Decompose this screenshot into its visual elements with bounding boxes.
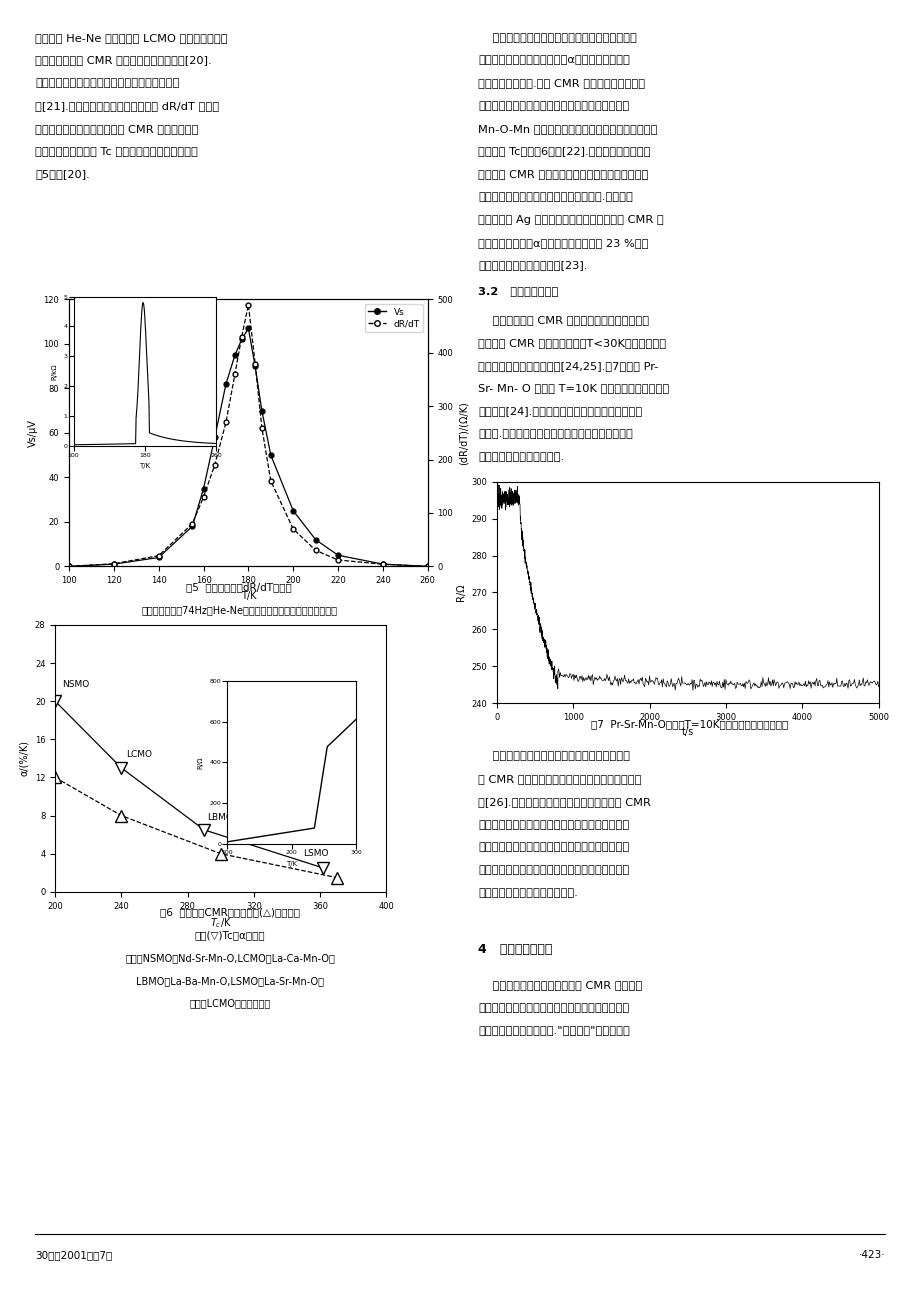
Text: 化，说明光电导是持续性的.: 化，说明光电导是持续性的. bbox=[478, 452, 564, 462]
Text: 作用的研究相比，光与铁电体相互作用的研究要早: 作用的研究相比，光与铁电体相互作用的研究要早 bbox=[478, 1003, 629, 1013]
Text: 所得到的光响应，在 Tc 附近主要为辐射热模式，如: 所得到的光响应，在 Tc 附近主要为辐射热模式，如 bbox=[35, 147, 198, 156]
Text: LBMO: LBMO bbox=[208, 814, 233, 823]
Text: 3.2   光导和光致相变: 3.2 光导和光致相变 bbox=[478, 286, 558, 297]
Text: 报道，通过 Ag 离子注入和热退火方法，可使 CMR 样: 报道，通过 Ag 离子注入和热退火方法，可使 CMR 样 bbox=[478, 215, 664, 225]
Text: 于饱和.如果将样品在低温放置数小时，电阻值无变: 于饱和.如果将样品在低温放置数小时，电阻值无变 bbox=[478, 430, 632, 439]
X-axis label: T/K: T/K bbox=[139, 464, 151, 469]
Text: 变温度点 Tc，如图6所示[22].特别是通过成分的调: 变温度点 Tc，如图6所示[22].特别是通过成分的调 bbox=[478, 147, 651, 156]
X-axis label: T/K: T/K bbox=[241, 591, 255, 600]
Text: 际上首次报道了 CMR 材料的光响应实验结果[20].: 际上首次报道了 CMR 材料的光响应实验结果[20]. bbox=[35, 55, 211, 65]
Text: 以前高温超导的铜氧化物具有更丰富的相图，光与: 以前高温超导的铜氧化物具有更丰富的相图，光与 bbox=[478, 842, 629, 853]
Text: 品的电阻温度系数α值在相变点附近达到 23 %，这: 品的电阻温度系数α值在相变点附近达到 23 %，这 bbox=[478, 238, 648, 247]
Text: 图5  光响应信号与dR/dT的比较: 图5 光响应信号与dR/dT的比较 bbox=[187, 582, 291, 592]
Text: 4   光与铁电体材料: 4 光与铁电体材料 bbox=[478, 943, 552, 956]
Text: Sr- Mn- O 薄膜在 T=10K 时受长时间光照后电阻: Sr- Mn- O 薄膜在 T=10K 时受长时间光照后电阻 bbox=[478, 383, 669, 393]
Text: LBMO为La-Ba-Mn-O,LSMO为La-Sr-Mn-O；: LBMO为La-Ba-Mn-O,LSMO为La-Sr-Mn-O； bbox=[136, 976, 323, 986]
Text: 其后，美国的研究小组也报道了类似光响应的结: 其后，美国的研究小组也报道了类似光响应的结 bbox=[35, 78, 179, 89]
Y-axis label: R/Ω: R/Ω bbox=[198, 756, 204, 768]
Text: LCMO: LCMO bbox=[126, 750, 153, 759]
Legend: Vs, dR/dT: Vs, dR/dT bbox=[364, 303, 423, 332]
Text: 以通过具有不同离子半径的稀土元素的替代来影响: 以通过具有不同离子半径的稀土元素的替代来影响 bbox=[478, 102, 629, 111]
Text: 图7  Pr-Sr-Mn-O薄膜在T=10K时电阻随光照时间的变化: 图7 Pr-Sr-Mn-O薄膜在T=10K时电阻随光照时间的变化 bbox=[591, 719, 788, 729]
Text: NSMO: NSMO bbox=[62, 680, 89, 689]
X-axis label: T/K: T/K bbox=[286, 861, 297, 867]
Text: 而且对其机理认识要深入."光铁电体"即是研究光: 而且对其机理认识要深入."光铁电体"即是研究光 bbox=[478, 1026, 630, 1035]
Text: 果[21].通过比较实测的光响应信号和 dR/dT 曲线，: 果[21].通过比较实测的光响应信号和 dR/dT 曲线， bbox=[35, 102, 219, 111]
Text: 结论是对于这种低频光辐射与 CMR 材料相互作用: 结论是对于这种低频光辐射与 CMR 材料相互作用 bbox=[35, 124, 199, 134]
Text: 对于辐射热光探测器件，为了获得最佳灵敏度，: 对于辐射热光探测器件，为了获得最佳灵敏度， bbox=[478, 33, 637, 43]
Text: 对于器件的应用将大有益处[23].: 对于器件的应用将大有益处[23]. bbox=[478, 260, 587, 271]
Text: 变化过程[24].可见光照后薄膜的电阻降低直至趋近: 变化过程[24].可见光照后薄膜的电阻降低直至趋近 bbox=[478, 406, 642, 417]
Text: 30卷（2001年）7期: 30卷（2001年）7期 bbox=[35, 1250, 112, 1260]
Y-axis label: α/(%/K): α/(%/K) bbox=[19, 741, 29, 776]
Text: 另外，研究者还采用飞秒级超快激光脉冲作用: 另外，研究者还采用飞秒级超快激光脉冲作用 bbox=[478, 751, 630, 762]
Text: 频调制的 He-Ne 激光作用于 LCMO 单晶薄膜，在国: 频调制的 He-Ne 激光作用于 LCMO 单晶薄膜，在国 bbox=[35, 33, 227, 43]
X-axis label: t/s: t/s bbox=[681, 728, 693, 737]
Text: 小图为LCMO的阻温特性）: 小图为LCMO的阻温特性） bbox=[189, 999, 270, 1009]
Text: 理等待我们作进一步的深入研究.: 理等待我们作进一步的深入研究. bbox=[478, 888, 578, 898]
Y-axis label: R/kΩ: R/kΩ bbox=[51, 363, 58, 380]
Text: 材料将会有更丰富的物理内涵，特别是锰氧化物比: 材料将会有更丰富的物理内涵，特别是锰氧化物比 bbox=[478, 820, 629, 829]
Text: 薄膜(▽)Tc和α值比较: 薄膜(▽)Tc和α值比较 bbox=[195, 930, 265, 940]
Text: 非致冷光电探测器，具有很好的发展前景.最近还有: 非致冷光电探测器，具有很好的发展前景.最近还有 bbox=[478, 193, 632, 202]
Text: 节，将使 CMR 器件的工作温区提高到室温，即所谓: 节，将使 CMR 器件的工作温区提高到室温，即所谓 bbox=[478, 169, 648, 180]
Text: 于 CMR 材料，发现所谓超快光致绝缘体－金属相: 于 CMR 材料，发现所谓超快光致绝缘体－金属相 bbox=[478, 773, 641, 784]
Text: 除以上介绍的 CMR 材料辐射热光响应外，最近: 除以上介绍的 CMR 材料辐射热光响应外，最近 bbox=[478, 315, 649, 326]
Text: 图6  不同成分CMR的淀积薄膜(△)和退火后: 图6 不同成分CMR的淀积薄膜(△)和退火后 bbox=[160, 907, 300, 918]
Text: 同光与高温超导材料以及光与 CMR 材料相互: 同光与高温超导材料以及光与 CMR 材料相互 bbox=[478, 980, 642, 990]
Text: 锰氧化物的相互作用将会有更诱人的新现象和新机: 锰氧化物的相互作用将会有更诱人的新现象和新机 bbox=[478, 866, 629, 875]
Text: （其中NSMO为Nd-Sr-Mn-O,LCMO为La-Ca-Mn-O；: （其中NSMO为Nd-Sr-Mn-O,LCMO为La-Ca-Mn-O； bbox=[125, 953, 335, 963]
Y-axis label: Vs/μV: Vs/μV bbox=[28, 419, 38, 447]
Text: 图5所示[20].: 图5所示[20]. bbox=[35, 169, 90, 180]
Text: Mn-O-Mn 键长和键角，从而改变电子转移几率和相: Mn-O-Mn 键长和键角，从而改变电子转移几率和相 bbox=[478, 124, 657, 134]
Y-axis label: (dR/dT)/(Ω/K): (dR/dT)/(Ω/K) bbox=[459, 401, 469, 465]
Text: 有人报道 CMR 材料在低温下（T<30K）表现出类似: 有人报道 CMR 材料在低温下（T<30K）表现出类似 bbox=[478, 337, 665, 348]
Text: （采用调制频率74Hz的He-Ne激光，小图为样品电阻－温度特性）: （采用调制频率74Hz的He-Ne激光，小图为样品电阻－温度特性） bbox=[141, 604, 337, 615]
Text: 温度附近较为适宜.由于 CMR 氧化物的输运性质可: 温度附近较为适宜.由于 CMR 氧化物的输运性质可 bbox=[478, 78, 645, 89]
Text: 前述高温超导的光电导性质[24,25].图7示出了 Pr-: 前述高温超导的光电导性质[24,25].图7示出了 Pr- bbox=[478, 361, 658, 371]
Text: 变[26].这些最新研究成果预示着光激发下的 CMR: 变[26].这些最新研究成果预示着光激发下的 CMR bbox=[478, 797, 651, 807]
Text: LSMO: LSMO bbox=[303, 849, 329, 858]
Text: ·423·: ·423· bbox=[857, 1250, 884, 1260]
Y-axis label: R/Ω: R/Ω bbox=[455, 583, 465, 602]
Text: 工作温区选择在电阻温度系数α较大的居里点转变: 工作温区选择在电阻温度系数α较大的居里点转变 bbox=[478, 55, 630, 65]
X-axis label: $T_c$/K: $T_c$/K bbox=[210, 917, 232, 930]
